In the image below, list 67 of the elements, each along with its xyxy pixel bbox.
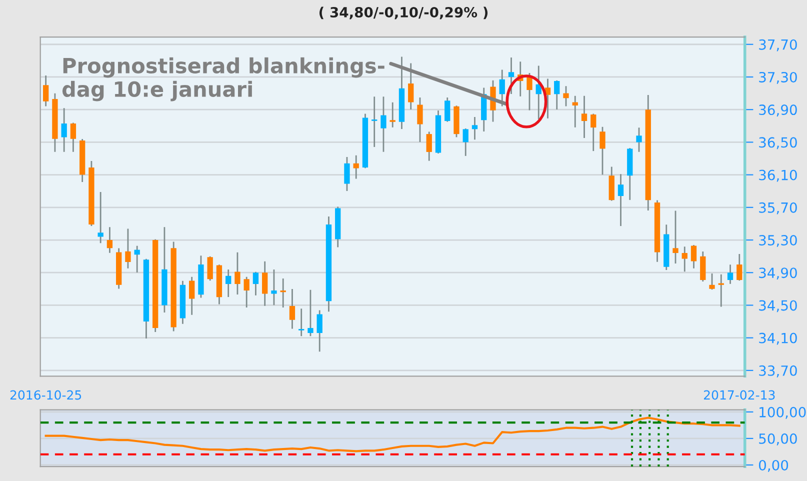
candlestick: [618, 174, 624, 226]
candlestick: [98, 192, 104, 244]
y-tick-label: 33,70: [759, 365, 797, 378]
candlestick: [417, 97, 423, 142]
candlestick: [700, 252, 706, 282]
candlestick: [444, 97, 450, 122]
y-tick-label: 100,00: [760, 406, 806, 419]
candlestick: [61, 108, 67, 152]
candlestick: [554, 80, 560, 110]
y-tick-label: 0,00: [758, 460, 788, 472]
candlestick: [207, 256, 213, 281]
y-tick-label: 34,10: [759, 332, 797, 345]
candlestick: [682, 246, 688, 272]
candlestick: [344, 156, 350, 191]
candlestick: [244, 276, 250, 308]
candlestick: [106, 227, 113, 253]
y-tick-label: 36,50: [759, 137, 797, 150]
candlestick: [252, 272, 259, 296]
candlestick: [380, 96, 386, 152]
y-tick-label: 37,70: [759, 39, 797, 52]
x-tick-label: 2017-02-13: [704, 390, 775, 400]
y-tick-label: 34,50: [759, 300, 797, 312]
candlestick: [262, 261, 268, 306]
candlestick: [499, 70, 505, 106]
candlestick: [426, 132, 432, 161]
candlestick: [572, 96, 578, 128]
candlestick: [271, 269, 277, 306]
candlestick: [526, 73, 532, 110]
y-tick-label: 37,30: [759, 72, 797, 84]
candlestick: [736, 254, 742, 281]
candlestick: [408, 63, 414, 110]
candlestick: [636, 128, 642, 152]
candlestick: [226, 269, 232, 297]
candlestick: [563, 86, 569, 106]
candlestick: [289, 289, 296, 329]
x-tick-label: 2016-10-25: [10, 390, 82, 400]
candlestick: [727, 264, 734, 284]
candlestick: [508, 58, 514, 94]
annotation: Prognostiserad blanknings- dag 10:e januari: [62, 57, 384, 102]
candlestick: [672, 210, 678, 264]
candlestick: [590, 114, 596, 152]
y-tick-label: 50,00: [759, 433, 797, 446]
candlestick: [308, 290, 314, 336]
candlestick: [70, 122, 76, 152]
candlestick: [42, 75, 49, 106]
candlestick: [462, 128, 468, 156]
candlestick: [709, 274, 715, 290]
candlestick: [370, 96, 378, 147]
candlestick: [600, 126, 606, 175]
candlestick: [353, 155, 359, 179]
y-tick-label: 35,30: [759, 234, 797, 247]
candlestick: [234, 252, 240, 295]
candlestick: [472, 117, 478, 140]
chart-title: ( 34,80/-0,10/-0,29% ): [319, 6, 488, 20]
line-series: [44, 416, 740, 452]
candlestick: [390, 102, 396, 128]
candlestick: [189, 276, 195, 315]
candlestick: [581, 96, 588, 138]
y-tick-label: 34,90: [759, 268, 797, 280]
candlestick: [718, 274, 724, 307]
candlestick: [316, 310, 322, 352]
candlestick: [298, 308, 305, 336]
candlestick: [690, 245, 697, 268]
candlestick: [125, 228, 131, 268]
y-tick-label: 35,70: [759, 202, 797, 214]
y-tick-label: 36,10: [759, 170, 797, 182]
y-tick-label: 36,90: [759, 104, 797, 116]
